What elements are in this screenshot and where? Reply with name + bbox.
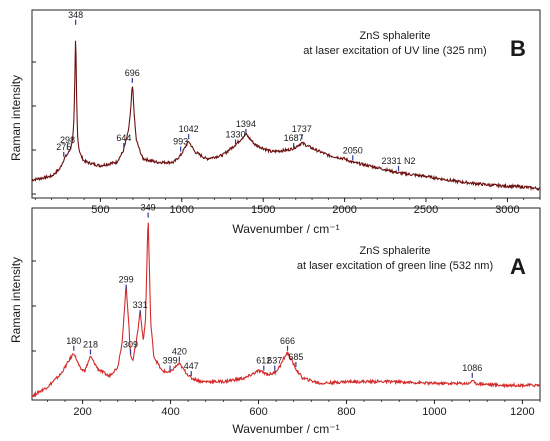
peak-label: 2331 N2 xyxy=(381,156,415,166)
panel-a-x-ticks: 200 400 600 800 1000 1200 xyxy=(46,400,541,418)
peak-label: 1737 xyxy=(292,124,312,134)
x-tick-label: 1000 xyxy=(170,204,194,216)
x-tick-label: 200 xyxy=(73,406,91,418)
peak-label: 348 xyxy=(68,10,83,20)
peak-label: 298 xyxy=(60,135,75,145)
peak-label: 993 xyxy=(173,137,188,147)
peak-label: 1394 xyxy=(236,119,256,129)
peak-label: 1086 xyxy=(462,363,482,373)
peak-label: 1042 xyxy=(179,124,199,134)
peak-label: 447 xyxy=(184,361,199,371)
peak-label: 696 xyxy=(125,68,140,78)
panel-a-y-axis-title: Raman intensity xyxy=(9,257,23,343)
peak-label: 612 xyxy=(256,356,271,366)
panel-a-annotation-line-1: ZnS sphalerite xyxy=(360,245,431,257)
panel-b-y-ticks xyxy=(32,61,36,195)
x-tick-label: 400 xyxy=(161,406,179,418)
peak-label: 637 xyxy=(267,356,282,366)
peak-label: 2050 xyxy=(343,145,363,155)
panel-b-letter: B xyxy=(510,36,526,61)
x-tick-label: 500 xyxy=(91,204,109,216)
x-tick-label: 800 xyxy=(337,406,355,418)
panel-a-annotation-line-2: at laser excitation of green line (532 n… xyxy=(297,260,493,272)
peak-label: 1687 xyxy=(284,133,304,143)
x-tick-label: 1500 xyxy=(251,204,275,216)
panel-a-green-spectrum: 200 400 600 800 1000 1200 180 218 299 309 331 349 3… xyxy=(9,203,541,436)
peak-label: 349 xyxy=(141,203,156,213)
peak-label: 420 xyxy=(172,347,187,357)
x-tick-label: 2500 xyxy=(414,204,438,216)
peak-label: 685 xyxy=(288,352,303,362)
panel-a-x-axis-title: Wavenumber / cm⁻¹ xyxy=(232,422,339,436)
panel-a-plot-frame xyxy=(31,207,541,401)
panel-a-y-ticks xyxy=(32,260,36,397)
x-tick-label: 2000 xyxy=(332,204,356,216)
peak-label: 399 xyxy=(163,356,178,366)
x-tick-label: 1200 xyxy=(510,406,534,418)
panel-b-x-ticks: 500 1000 1500 2000 2500 3000 xyxy=(34,198,541,216)
peak-label: 180 xyxy=(66,336,81,346)
panel-b-annotation-line-1: ZnS sphalerite xyxy=(360,30,431,42)
panel-b-annotation-line-2: at laser excitation of UV line (325 nm) xyxy=(303,45,486,57)
x-tick-label: 600 xyxy=(249,406,267,418)
peak-label: 331 xyxy=(133,300,148,310)
panel-b-x-axis-title: Wavenumber / cm⁻¹ xyxy=(232,222,339,236)
peak-label: 299 xyxy=(119,275,134,285)
peak-label: 218 xyxy=(83,339,98,349)
panel-b-spectrum-line xyxy=(31,40,541,192)
peak-label: 644 xyxy=(116,133,131,143)
panel-b-plot-frame xyxy=(31,9,541,199)
panel-b-y-axis-title: Raman intensity xyxy=(9,75,23,161)
peak-label: 666 xyxy=(280,336,295,346)
peak-label: 275 xyxy=(56,142,71,152)
x-tick-label: 1000 xyxy=(422,406,446,418)
panel-a-spectrum-line xyxy=(31,222,541,398)
panel-a-letter: A xyxy=(510,254,526,279)
peak-label: 309 xyxy=(123,339,138,349)
x-tick-label: 3000 xyxy=(495,204,519,216)
peak-label: 1330 xyxy=(226,129,246,139)
